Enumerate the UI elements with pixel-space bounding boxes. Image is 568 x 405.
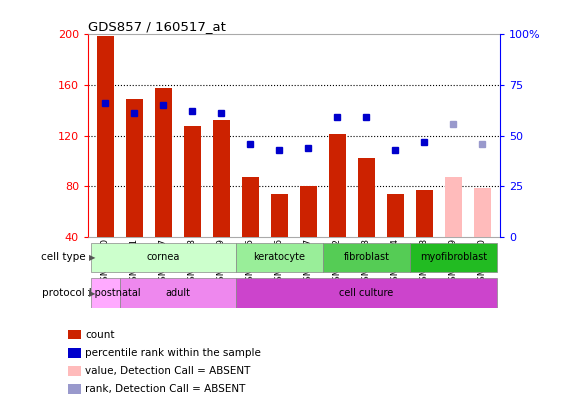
Bar [236,279,497,308]
Bar [242,177,259,237]
Text: ▶: ▶ [89,253,95,262]
Text: GDS857 / 160517_at: GDS857 / 160517_at [88,20,226,33]
Text: ▶: ▶ [89,288,95,298]
Text: value, Detection Call = ABSENT: value, Detection Call = ABSENT [85,366,250,376]
Bar [410,243,497,272]
Bar [213,121,230,237]
Text: percentile rank within the sample: percentile rank within the sample [85,348,261,358]
Text: cornea: cornea [147,252,180,262]
Text: cell type: cell type [40,252,85,262]
Bar [183,126,201,237]
Bar [271,194,288,237]
Bar [97,36,114,237]
Text: protocol: protocol [43,288,85,298]
Bar [91,243,236,272]
Text: keratocyte: keratocyte [253,252,306,262]
Bar [387,194,404,237]
Text: fibroblast: fibroblast [344,252,390,262]
Bar [120,279,236,308]
Bar [358,158,375,237]
Text: count: count [85,330,115,339]
Bar [329,134,346,237]
Text: myofibroblast: myofibroblast [420,252,487,262]
Bar [300,186,317,237]
Text: 10 d postnatal: 10 d postnatal [70,288,141,298]
Text: rank, Detection Call = ABSENT: rank, Detection Call = ABSENT [85,384,245,394]
Bar [416,190,433,237]
Text: adult: adult [165,288,190,298]
Bar [445,177,462,237]
Bar [91,279,120,308]
Bar [154,87,172,237]
Text: cell culture: cell culture [339,288,394,298]
Bar [236,243,323,272]
Bar [474,188,491,237]
Bar [126,99,143,237]
Bar [323,243,410,272]
